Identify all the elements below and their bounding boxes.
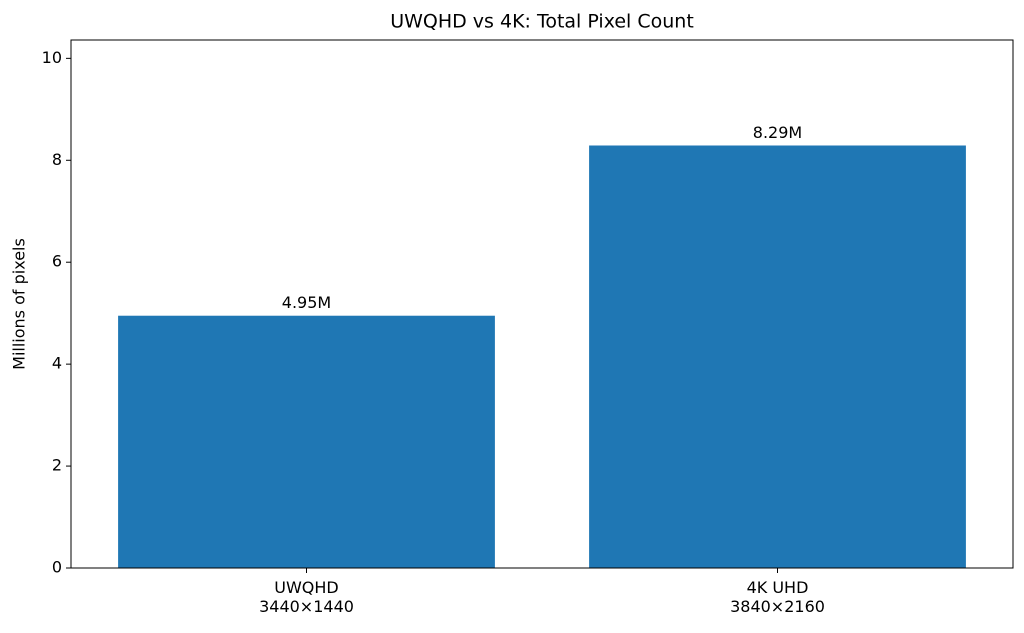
- plot-frame: [70, 39, 1014, 569]
- y-tick-label: 4: [52, 354, 62, 373]
- y-axis-label: Millions of pixels: [10, 238, 29, 370]
- bar: [589, 145, 966, 569]
- y-tick-label: 2: [52, 456, 62, 475]
- y-tick-label: 10: [42, 48, 62, 67]
- chart-title: UWQHD vs 4K: Total Pixel Count: [390, 11, 694, 33]
- data-label: 4.95M: [282, 293, 331, 312]
- bar: [118, 315, 495, 568]
- y-tick-label: 8: [52, 150, 62, 169]
- x-tick-label: UWQHD 3440×1440: [259, 578, 354, 616]
- x-tick-label: 4K UHD 3840×2160: [730, 578, 825, 616]
- y-tick-label: 6: [52, 252, 62, 271]
- y-tick-label: 0: [52, 558, 62, 577]
- data-label: 8.29M: [753, 123, 802, 142]
